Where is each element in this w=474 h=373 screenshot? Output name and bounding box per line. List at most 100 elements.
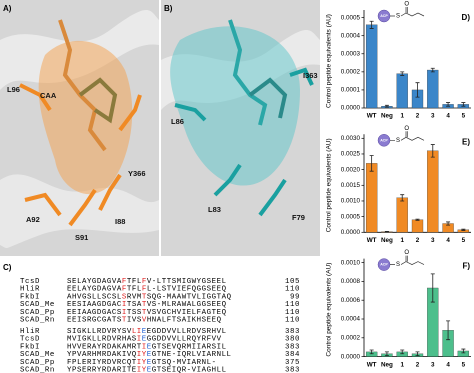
residues-conserved: E — [147, 351, 152, 359]
y-axis-label: Control peptide equivalents (AU) — [326, 14, 333, 108]
y-tick-label: 0.0010 — [341, 198, 361, 205]
residues-conserved: I — [142, 343, 147, 351]
error-bar — [384, 351, 389, 357]
residue-label: A92 — [26, 215, 40, 224]
pocket-surface — [38, 40, 133, 195]
bar — [396, 73, 408, 109]
side-chain — [213, 163, 242, 197]
sequence: SELAYGDAGVAFTFLFV-LTTSMIGWYGSEEL — [67, 278, 227, 286]
residues-conserved: IY — [137, 366, 147, 373]
residues: VS-MLRAWALGGSEEQ — [147, 301, 227, 309]
residues-conserved: I — [122, 301, 127, 309]
residues: SIGKLLRDVRYSV — [67, 328, 132, 336]
x-tick-label: Neg — [381, 237, 393, 244]
o-atom: O — [404, 126, 409, 132]
s-atom: S — [396, 14, 400, 20]
residues-conserved: I — [122, 309, 127, 317]
residues: SELAYGDAGVA — [67, 278, 122, 286]
y-tick-label: 0.0006 — [341, 297, 361, 304]
error-bar — [461, 228, 466, 231]
residues: FPLERIYRDVRCQT — [67, 359, 137, 367]
side-chain — [258, 178, 287, 217]
residues: EGDDVVLLRDVSRHVL — [147, 328, 227, 336]
error-bar — [461, 102, 466, 107]
sequence-name: TcsD — [20, 336, 40, 344]
residues: GTSEVQRMIIARSIL — [152, 343, 227, 351]
x-tick-label: 2 — [416, 113, 420, 120]
sequence: EEIAAGDGACSITSSTVSVGCHVIELFAGTEQ — [67, 309, 227, 317]
x-tick-label: 2 — [416, 361, 420, 368]
y-tick-label: 0.0003 — [341, 50, 361, 57]
y-tick-label: 0.0015 — [341, 182, 361, 189]
residues: TFL — [127, 286, 142, 294]
x-tick-label: 5 — [462, 237, 466, 244]
error-bar — [369, 155, 374, 172]
residues: GTNE-IQRLVIARNLL — [152, 351, 232, 359]
y-tick-label: 0.0004 — [341, 32, 361, 39]
residue-label: L86 — [171, 117, 184, 126]
residues-conserved: E — [147, 343, 152, 351]
residue-label: I88 — [115, 217, 125, 226]
s-atom: S — [396, 262, 400, 268]
sequence-end: 384 — [285, 351, 300, 359]
panel-label: C) — [3, 263, 12, 272]
y-axis-label: Control peptide equivalents (AU) — [326, 138, 333, 232]
panel-label: A) — [3, 4, 12, 13]
residues-conserved: E — [147, 359, 152, 367]
ligand — [78, 77, 118, 124]
residues: TFL — [127, 278, 142, 286]
residues-conserved: F — [142, 286, 147, 294]
error-bar — [430, 273, 435, 303]
x-tick-label: WT — [367, 361, 377, 368]
residues-conserved: V — [142, 316, 147, 324]
y-tick-label: 0.0004 — [341, 316, 361, 323]
sequence: EEISRGCGATSTIVSVHNALFTSAIKHSEEQ — [67, 316, 222, 324]
residues-conserved: T — [142, 309, 147, 317]
residues-conserved: I — [137, 336, 142, 344]
residues-conserved: E — [142, 328, 147, 336]
x-tick-label: 5 — [462, 361, 466, 368]
residues: TSS — [127, 309, 142, 317]
sequence-end: 375 — [285, 359, 300, 367]
residues: YPVARHMRDAKIVQ — [67, 351, 137, 359]
x-tick-label: 5 — [462, 113, 466, 120]
residue-label: L83 — [208, 205, 221, 214]
sequence-name: SCAD_Me — [20, 301, 55, 309]
acyl-chain — [390, 255, 425, 265]
residues: EEIAAGDGACS — [67, 309, 122, 317]
panel-label: D) — [462, 13, 471, 22]
panel-label: B) — [164, 4, 173, 13]
sequence: MVIGKLLRDVRHASIEGGDDVVLLRQYRFVV — [67, 336, 222, 344]
x-tick-label: WT — [367, 113, 377, 120]
residues-conserved: F — [142, 278, 147, 286]
residue-label: F79 — [292, 213, 305, 222]
sequence-name: SCAD_Me — [20, 351, 55, 359]
sequence-name: HliR — [20, 328, 40, 336]
sequence-name: SCAD_Rn — [20, 316, 55, 324]
residue-label: CAA — [40, 91, 57, 100]
error-bar — [400, 194, 405, 202]
o-atom: O — [404, 250, 409, 256]
ligand — [228, 19, 268, 126]
structure-b — [161, 0, 320, 256]
sequence-end: 110 — [285, 286, 300, 294]
bar — [427, 150, 439, 233]
s-atom: S — [396, 138, 400, 144]
sequence-end: 110 — [285, 309, 300, 317]
residues-conserved: IY — [137, 351, 147, 359]
residues-conserved: S — [122, 293, 127, 301]
residue-label: L96 — [7, 85, 20, 94]
x-tick-label: WT — [367, 237, 377, 244]
y-tick-label: 0.0030 — [341, 135, 361, 142]
sequence-name: SCAD_Rn — [20, 366, 55, 373]
residues: AHVGSLLSCSL — [67, 293, 122, 301]
y-tick-label: 0.0005 — [341, 213, 361, 220]
error-bar — [446, 320, 451, 341]
sequence-name: SCAD_Pp — [20, 309, 55, 317]
error-bar — [400, 71, 405, 76]
residues-conserved: LI — [132, 328, 142, 336]
error-bar — [400, 349, 405, 355]
sequence: EELAYGDAGVAFTFLFL-LSTVIEFQGGSEEQ — [67, 286, 227, 294]
y-tick-label: 0.0008 — [341, 278, 361, 285]
